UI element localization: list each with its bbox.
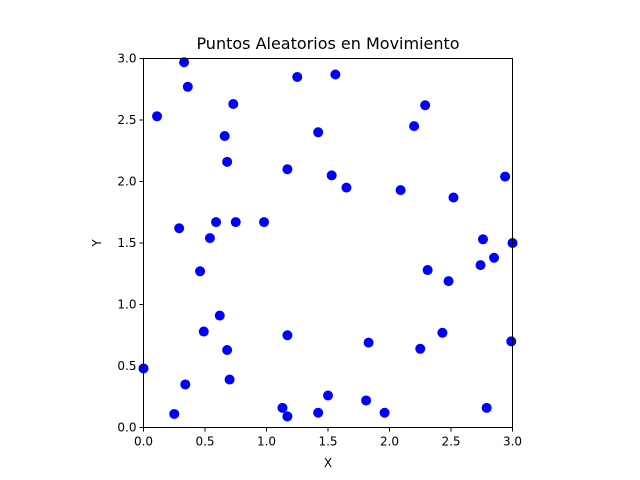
scatter-point (169, 408, 180, 419)
scatter-point (422, 265, 433, 276)
scatter-point (214, 310, 225, 321)
scatter-point (282, 411, 293, 422)
y-tick-label: 1.5 (117, 236, 136, 250)
scatter-point (326, 170, 337, 181)
scatter-point (379, 407, 390, 418)
y-tick-label: 0.0 (117, 421, 136, 435)
scatter-point (489, 252, 500, 263)
scatter-point (500, 171, 511, 182)
scatter-point (204, 233, 215, 244)
scatter-point (195, 266, 206, 277)
x-tick-label: 0.0 (134, 435, 153, 449)
scatter-point (313, 407, 324, 418)
scatter-point (182, 81, 193, 92)
y-tick-label: 1.0 (117, 298, 136, 312)
scatter-point (475, 260, 486, 271)
scatter-point (174, 223, 185, 234)
x-tick-label: 2.0 (380, 435, 399, 449)
y-tick-label: 2.0 (117, 175, 136, 189)
scatter-point (437, 327, 448, 338)
y-tick-label: 0.5 (117, 359, 136, 373)
scatter-point (506, 336, 517, 347)
scatter-point (211, 217, 222, 228)
y-tick-label: 2.5 (117, 113, 136, 127)
x-tick-label: 2.5 (441, 435, 460, 449)
y-tick-label: 3.0 (117, 52, 136, 66)
x-tick-label: 1.0 (257, 435, 276, 449)
scatter-point (477, 234, 488, 245)
scatter-point (222, 345, 233, 356)
scatter-point (282, 164, 293, 175)
scatter-point (282, 330, 293, 341)
scatter-point (443, 276, 454, 287)
scatter-point (259, 217, 270, 228)
scatter-point (180, 379, 191, 390)
scatter-point (292, 71, 303, 82)
x-tick-label: 3.0 (503, 435, 522, 449)
y-axis: 0.0 0.5 1.0 1.5 2.0 2.5 3.0 (117, 52, 144, 435)
scatter-point (224, 374, 235, 385)
scatter-point (330, 69, 341, 80)
scatter-point (222, 156, 233, 167)
scatter-point (420, 100, 431, 111)
scatter-point (198, 326, 209, 337)
scatter-point (323, 390, 333, 401)
scatter-point (219, 130, 230, 141)
scatter-point (228, 99, 239, 110)
scatter-point (448, 192, 459, 203)
points-layer (138, 57, 518, 422)
scatter-point (152, 111, 163, 122)
scatter-point (361, 395, 372, 406)
x-tick-label: 1.5 (318, 435, 337, 449)
scatter-point (409, 121, 420, 132)
scatter-point (363, 337, 374, 348)
scatter-point (230, 217, 241, 228)
scatter-point (179, 57, 190, 68)
scatter-point (341, 182, 352, 193)
x-tick-label: 0.5 (195, 435, 214, 449)
scatter-point (313, 127, 324, 138)
x-axis-label: X (324, 456, 332, 470)
y-axis-label: Y (90, 239, 104, 248)
scatter-point (277, 402, 288, 413)
x-axis: 0.0 0.5 1.0 1.5 2.0 2.5 3.0 (134, 427, 522, 449)
chart-title: Puntos Aleatorios en Movimiento (196, 34, 459, 53)
scatter-point (415, 343, 426, 354)
scatter-point (481, 402, 492, 413)
scatter-point (395, 185, 406, 196)
